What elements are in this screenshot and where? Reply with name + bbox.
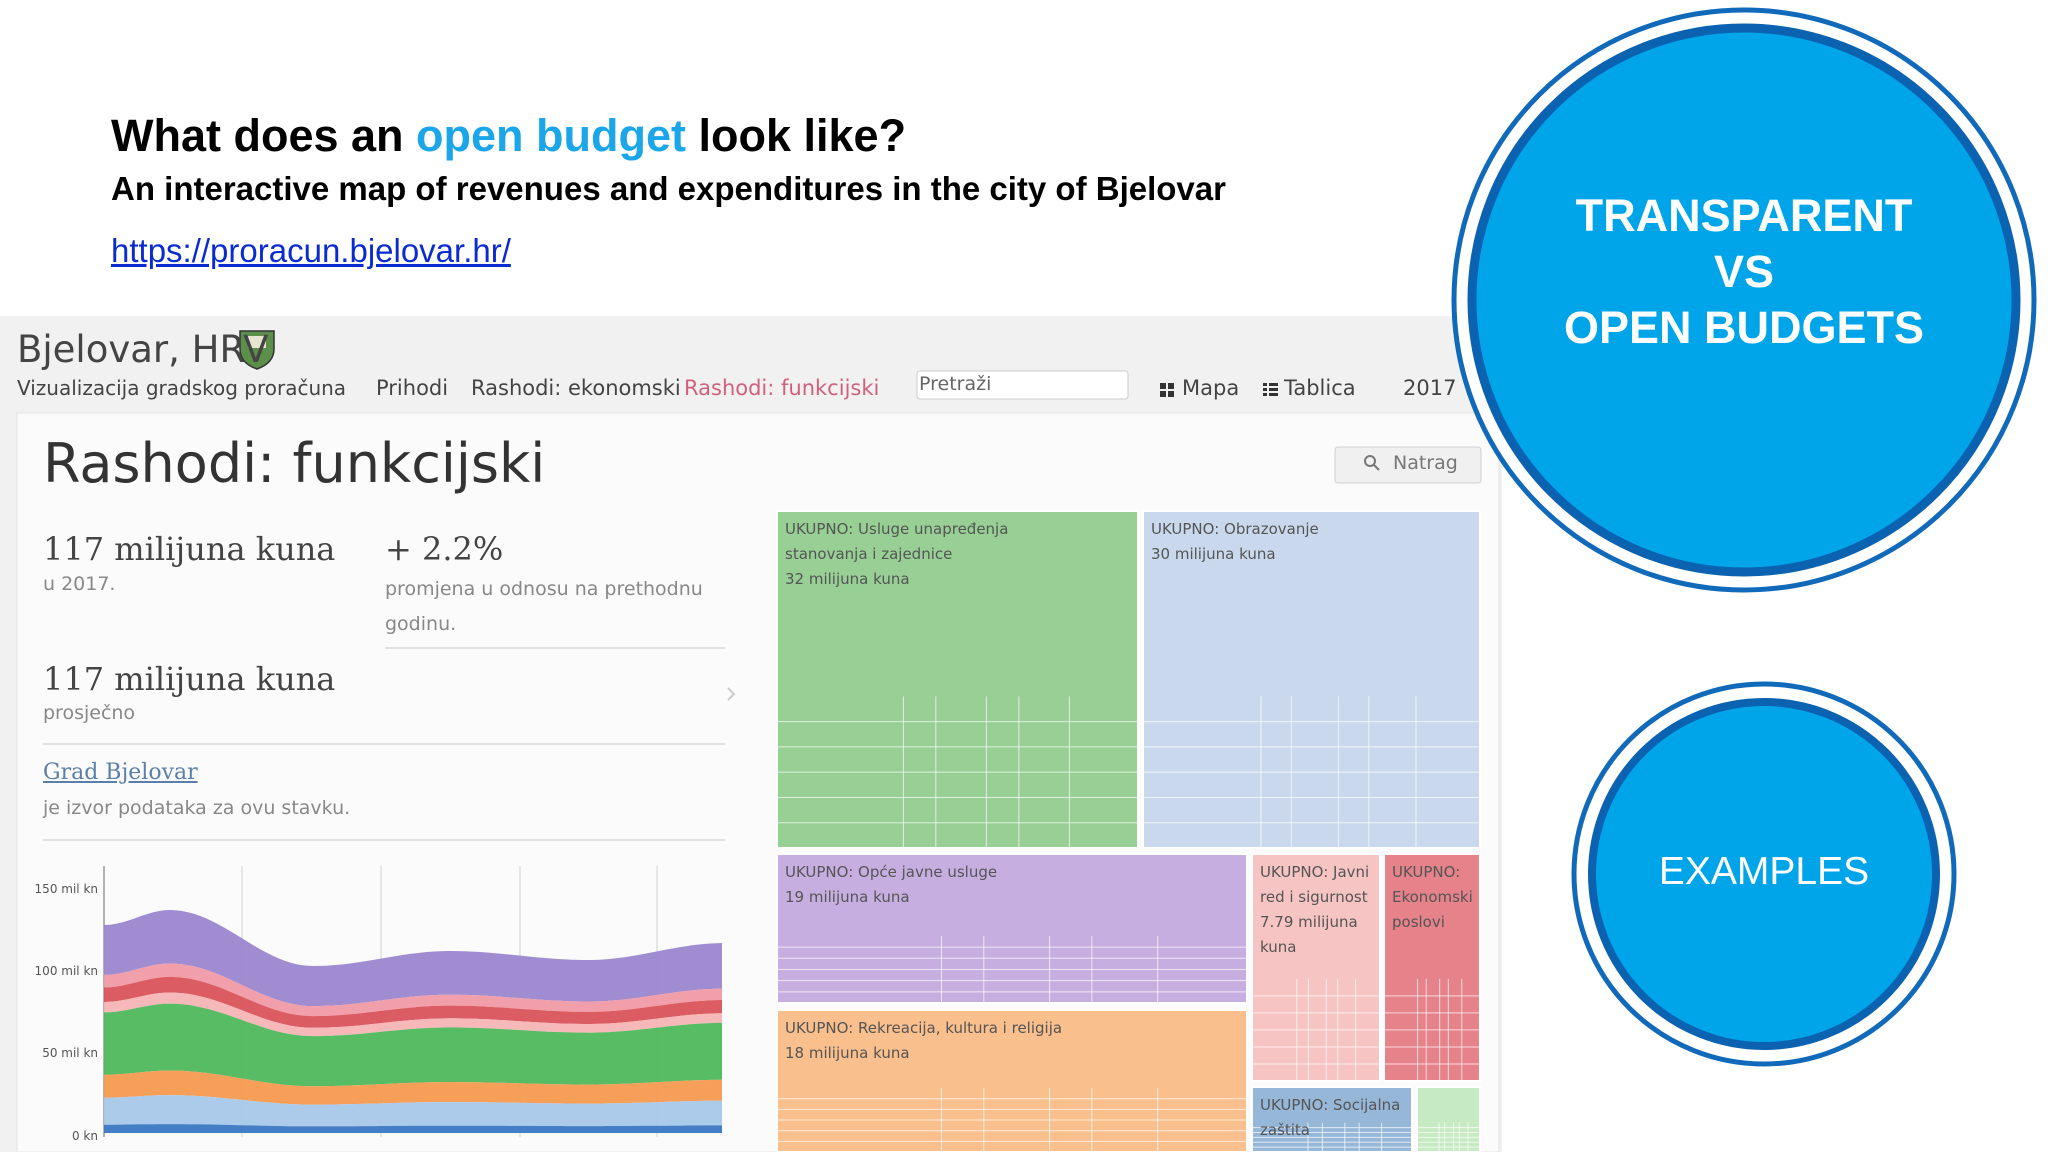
treemap-block [776, 510, 1139, 849]
treemap-label: UKUPNO: Usluge unapređenja stanovanja i … [785, 520, 1009, 563]
circle-line: TRANSPARENT [1575, 190, 1913, 241]
source-note: je izvor podataka za ovu stavku. [43, 797, 351, 819]
nav-item[interactable]: Prihodi [376, 376, 449, 400]
slide-subtitle: An interactive map of revenues and expen… [111, 170, 1226, 207]
stream-layer [104, 1070, 722, 1105]
treemap-label[interactable]: UKUPNO: Usluge unapređenja stanovanja i … [777, 511, 1077, 848]
treemap-amount: 7.79 milijuna kuna [1260, 913, 1358, 956]
treemap-amount: 32 milijuna kuna [785, 570, 910, 588]
total: 117 milijuna kuna [43, 530, 336, 568]
circle-transparent-vs-open [1467, 23, 2021, 577]
site-brand: Bjelovar, HRV [17, 328, 269, 371]
dividers [43, 647, 725, 841]
change-note: promjena u odnosu na prethodnu godinu. [385, 578, 703, 635]
treemap-block [1142, 510, 1481, 849]
source-link[interactable]: Grad Bjelovar [43, 760, 198, 785]
circle-text[interactable]: EXAMPLES [1658, 850, 1870, 893]
nav-item[interactable]: Rashodi: ekonomski [471, 376, 681, 400]
treemap-label[interactable] [1417, 1087, 1480, 1152]
circle-text: TRANSPARENT VS OPEN BUDGETS [1504, 188, 1984, 356]
table-icon [1263, 383, 1278, 396]
treemap-label[interactable]: UKUPNO: Javni red i sigurnost 7.79 miliju… [1252, 854, 1380, 1081]
treemap-block [1251, 853, 1381, 1082]
treemap-block [1383, 853, 1481, 1082]
search-input[interactable] [916, 370, 1129, 400]
treemap-label[interactable]: UKUPNO: Rekreacija, kultura i religija 18… [777, 1010, 1077, 1152]
nav-item-active[interactable]: Rashodi: funkcijski [684, 376, 880, 400]
treemap-label[interactable]: UKUPNO: Obrazovanje 30 milijuna kuna [1143, 511, 1443, 848]
treemap-label[interactable]: UKUPNO: Opće javne usluge 19 milijuna kun… [777, 854, 1077, 1003]
page-heading: Rashodi: funkcijski [43, 432, 546, 495]
chevron [727, 687, 736, 701]
axis-label: 100 mil kn [34, 964, 98, 978]
slide-link[interactable]: https://proracun.bjelovar.hr/ [111, 232, 511, 269]
treemap-label[interactable]: UKUPNO: Ekonomski poslovi [1384, 854, 1480, 1081]
treemap-amount: 30 milijuna kuna [1151, 545, 1276, 563]
stream-layer [104, 1003, 722, 1087]
treemap-amount: 19 milijuna kuna [785, 888, 910, 906]
stream-layer [104, 1095, 722, 1127]
treemap [776, 510, 1481, 1152]
stream-chart [103, 866, 722, 1137]
axis-label: 150 mil kn [34, 882, 98, 896]
back-button-label[interactable]: Natrag [1393, 452, 1458, 474]
treemap-block [776, 1009, 1248, 1152]
treemap-block [1416, 1086, 1481, 1152]
map-icon [1160, 383, 1174, 397]
circle-line: OPEN BUDGETS [1563, 302, 1925, 353]
treemap-label: UKUPNO: Rekreacija, kultura i religija [785, 1019, 1063, 1037]
stream-layer [104, 992, 722, 1037]
treemap-block [1251, 1086, 1413, 1152]
circle-examples [1588, 698, 1940, 1050]
total-note: u 2017. [43, 573, 116, 595]
treemap-label: UKUPNO: Socijalna zaštita [1260, 1096, 1401, 1139]
axis-label: 50 mil kn [42, 1046, 98, 1060]
title-part: What does an [111, 110, 417, 161]
coat-of-arms-detail [248, 336, 266, 348]
view-toggle[interactable]: Mapa [1182, 376, 1240, 400]
average-note: prosječno [43, 702, 136, 724]
treemap-label: UKUPNO: Obrazovanje [1151, 520, 1319, 538]
search-icon [1373, 464, 1380, 471]
slide-title: What does an open budget look like? [111, 110, 906, 162]
site-tagline: Vizualizacija gradskog proračuna [17, 376, 347, 400]
view-toggle[interactable]: Tablica [1284, 376, 1356, 400]
axis-label: 0 kn [71, 1129, 98, 1143]
circle-line: VS [1713, 246, 1775, 297]
treemap-label: UKUPNO: Opće javne usluge [785, 863, 998, 881]
change: + 2.2% [385, 530, 504, 568]
treemap-amount: 18 milijuna kuna [785, 1044, 910, 1062]
search-icon [1364, 455, 1376, 467]
title-highlight: open budget [416, 110, 686, 161]
stream-layer [104, 976, 722, 1028]
treemap-label[interactable]: UKUPNO: Socijalna zaštita [1252, 1087, 1412, 1152]
search-placeholder: Pretraži [919, 373, 992, 395]
stream-layer [104, 910, 722, 1007]
average: 117 milijuna kuna [43, 660, 336, 698]
stream-layer [104, 1124, 722, 1133]
title-part: look like? [686, 110, 907, 161]
treemap-label: UKUPNO: Javni red i sigurnost [1260, 863, 1370, 906]
year-select[interactable]: 2017 [1403, 376, 1457, 400]
stream-layer [104, 963, 722, 1017]
treemap-label: UKUPNO: Ekonomski poslovi [1392, 863, 1473, 931]
treemap-block [776, 853, 1248, 1004]
